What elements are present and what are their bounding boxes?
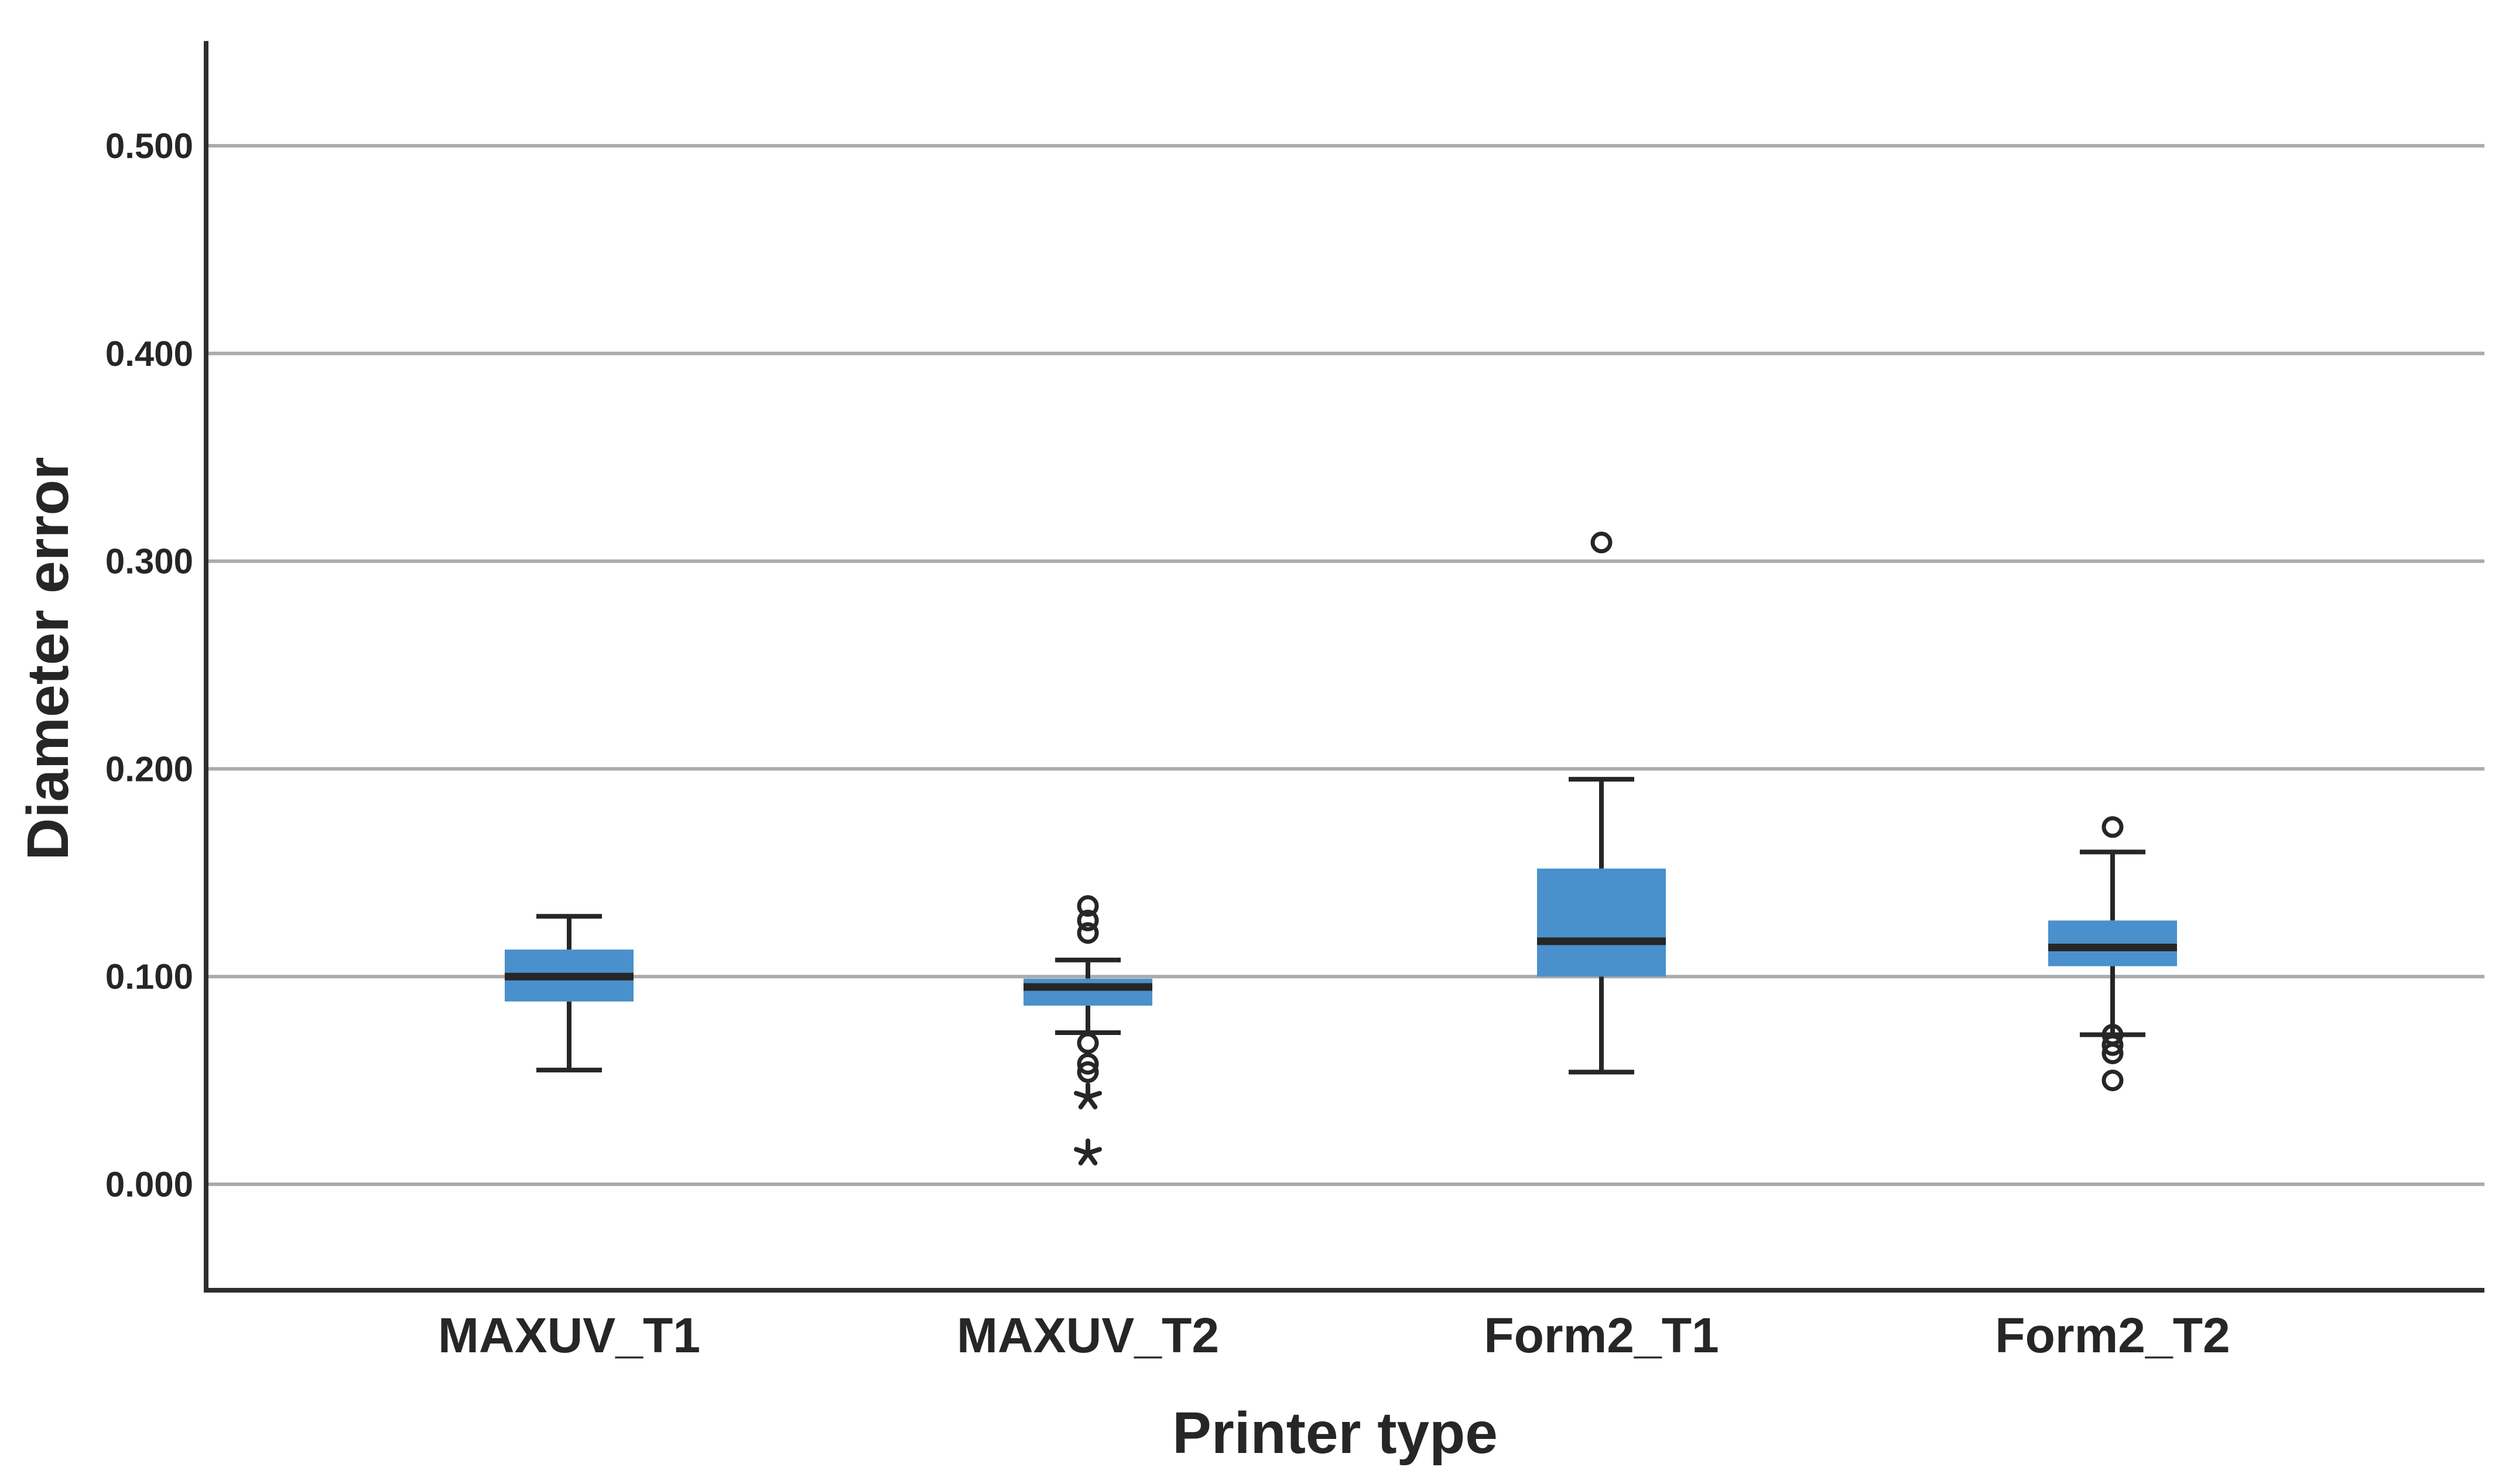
outlier-circle-marker xyxy=(2101,816,2124,838)
outlier-circle-marker xyxy=(2101,1034,2124,1056)
category-label: Form2_T1 xyxy=(1484,1308,1719,1363)
y-tick-label: 0.200 xyxy=(105,749,193,789)
extreme-asterisk-marker xyxy=(1074,1138,1102,1166)
extreme-asterisk-marker xyxy=(1074,1082,1102,1109)
box-rect xyxy=(1537,868,1666,977)
outlier-circle-marker xyxy=(2101,1042,2124,1064)
y-tick-label: 0.300 xyxy=(105,542,193,581)
category-label: Form2_T2 xyxy=(1995,1308,2230,1363)
category-label: MAXUV_T2 xyxy=(957,1308,1219,1363)
y-tick-label: 0.100 xyxy=(105,957,193,996)
y-tick-label: 0.000 xyxy=(105,1165,193,1204)
y-tick-label: 0.500 xyxy=(105,126,193,166)
outlier-circle-marker xyxy=(1077,895,1099,917)
outlier-circle-marker xyxy=(1077,1061,1099,1083)
outlier-circle-marker xyxy=(1590,532,1613,554)
box-rect xyxy=(2048,920,2177,967)
outlier-circle-marker xyxy=(2101,1070,2124,1092)
outlier-circle-marker xyxy=(1077,909,1099,931)
category-label: MAXUV_T1 xyxy=(438,1308,700,1363)
y-axis-title: Diameter error xyxy=(15,457,81,861)
box-rect xyxy=(1024,978,1152,1006)
outlier-circle-marker xyxy=(1077,1053,1099,1075)
outlier-circle-marker xyxy=(1077,1032,1099,1054)
outlier-circle-marker xyxy=(1077,922,1099,944)
y-tick-label: 0.400 xyxy=(105,334,193,373)
x-axis-title: Printer type xyxy=(1172,1400,1498,1466)
